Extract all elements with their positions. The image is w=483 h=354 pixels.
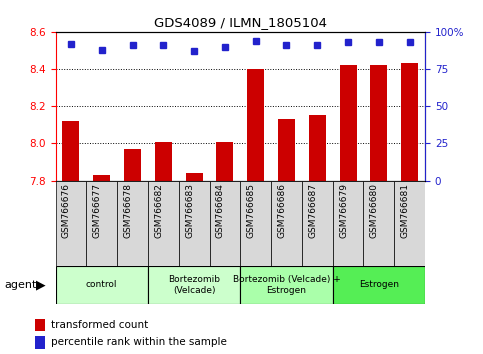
Bar xyxy=(179,181,210,266)
Bar xyxy=(155,142,172,181)
Text: GSM766677: GSM766677 xyxy=(93,183,102,238)
Bar xyxy=(86,181,117,266)
Bar xyxy=(124,149,141,181)
Bar xyxy=(271,181,302,266)
Bar xyxy=(302,181,333,266)
Bar xyxy=(56,181,86,266)
Bar xyxy=(394,181,425,266)
Bar xyxy=(333,266,425,304)
Text: GSM766683: GSM766683 xyxy=(185,183,194,238)
Text: control: control xyxy=(86,280,117,290)
Bar xyxy=(240,181,271,266)
Text: GSM766680: GSM766680 xyxy=(370,183,379,238)
Bar xyxy=(62,121,79,181)
Bar xyxy=(309,115,326,181)
Title: GDS4089 / ILMN_1805104: GDS4089 / ILMN_1805104 xyxy=(154,16,327,29)
Bar xyxy=(240,266,333,304)
Text: GSM766684: GSM766684 xyxy=(216,183,225,238)
Bar xyxy=(210,181,240,266)
Text: agent: agent xyxy=(5,280,37,290)
Text: GSM766686: GSM766686 xyxy=(277,183,286,238)
Text: Bortezomib
(Velcade): Bortezomib (Velcade) xyxy=(168,275,220,295)
Text: ▶: ▶ xyxy=(36,279,46,291)
Bar xyxy=(185,173,202,181)
Text: percentile rank within the sample: percentile rank within the sample xyxy=(51,337,227,347)
Bar xyxy=(56,266,148,304)
Bar xyxy=(117,181,148,266)
Text: GSM766679: GSM766679 xyxy=(339,183,348,238)
Bar xyxy=(340,65,356,181)
Bar xyxy=(247,69,264,181)
Text: GSM766676: GSM766676 xyxy=(62,183,71,238)
Bar xyxy=(35,319,45,331)
Bar xyxy=(148,266,241,304)
Text: GSM766682: GSM766682 xyxy=(154,183,163,238)
Bar xyxy=(401,63,418,181)
Text: Bortezomib (Velcade) +
Estrogen: Bortezomib (Velcade) + Estrogen xyxy=(233,275,341,295)
Bar xyxy=(216,142,233,181)
Bar xyxy=(148,181,179,266)
Bar xyxy=(35,336,45,349)
Bar xyxy=(364,181,394,266)
Text: Estrogen: Estrogen xyxy=(359,280,399,290)
Text: GSM766678: GSM766678 xyxy=(124,183,132,238)
Text: transformed count: transformed count xyxy=(51,320,148,330)
Text: GSM766681: GSM766681 xyxy=(400,183,410,238)
Bar xyxy=(278,119,295,181)
Bar xyxy=(93,175,110,181)
Bar xyxy=(333,181,364,266)
Text: GSM766685: GSM766685 xyxy=(247,183,256,238)
Text: GSM766687: GSM766687 xyxy=(308,183,317,238)
Bar xyxy=(370,65,387,181)
